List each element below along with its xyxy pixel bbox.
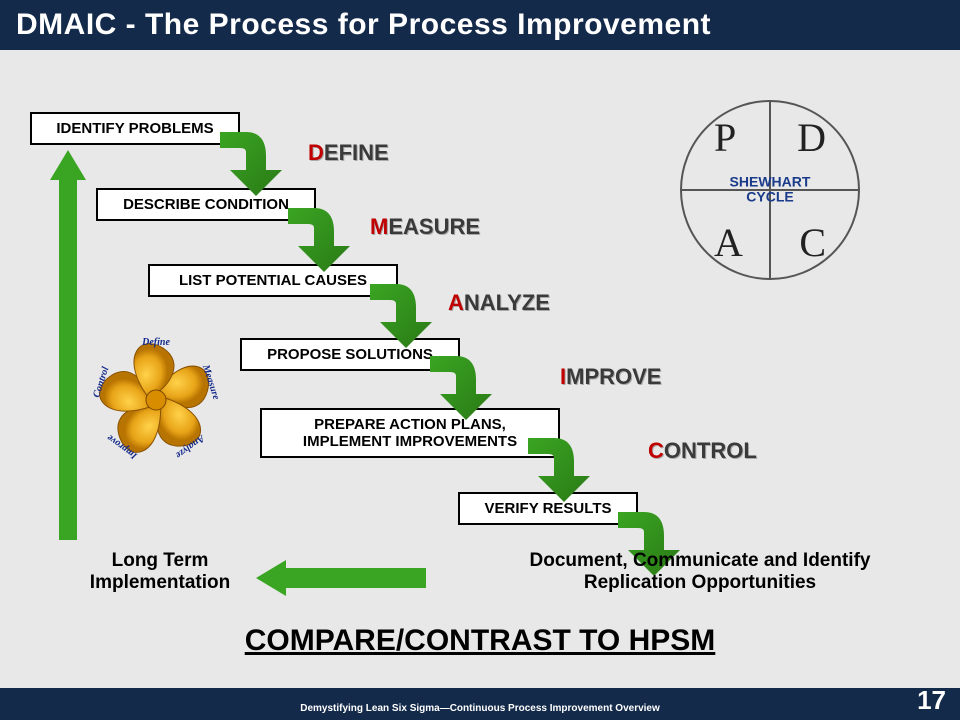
arrow-icon: [422, 346, 502, 426]
phase-improve: IMPROVE: [560, 364, 661, 390]
phase-analyze: ANALYZE: [448, 290, 550, 316]
phase-control: CONTROL: [648, 438, 757, 464]
document-communicate-text: Document, Communicate and Identify Repli…: [520, 550, 880, 594]
arrow-icon: [212, 122, 292, 202]
shewhart-a: A: [714, 219, 743, 266]
phase-define: DEFINE: [308, 140, 389, 166]
shewhart-label: SHEWHARTCYCLE: [730, 175, 811, 206]
shewhart-cycle: P D A C SHEWHARTCYCLE: [680, 100, 860, 280]
step-list-causes: LIST POTENTIAL CAUSES: [148, 264, 398, 297]
footer-text: Demystifying Lean Six Sigma—Continuous P…: [300, 703, 660, 714]
shewhart-c: C: [799, 219, 826, 266]
shewhart-d: D: [797, 114, 826, 161]
slide-title: DMAIC - The Process for Process Improvem…: [0, 0, 960, 50]
phase-measure: MEASURE: [370, 214, 480, 240]
arrow-icon: [520, 428, 600, 508]
propeller-graphic: DefineMeasureAnalyzeImproveControl: [86, 330, 226, 470]
arrow-up-icon: [50, 150, 86, 540]
arrow-icon: [280, 198, 360, 278]
long-term-text: Long Term Implementation: [70, 550, 250, 594]
arrow-left-icon: [256, 560, 426, 596]
step-prepare-action-plans: PREPARE ACTION PLANS, IMPLEMENT IMPROVEM…: [260, 408, 560, 458]
arrow-icon: [362, 274, 442, 354]
svg-text:Define: Define: [141, 337, 170, 348]
page-number: 17: [917, 685, 946, 716]
step-identify-problems: IDENTIFY PROBLEMS: [30, 112, 240, 145]
slide-content: IDENTIFY PROBLEMS DESCRIBE CONDITION LIS…: [0, 50, 960, 690]
shewhart-p: P: [714, 114, 736, 161]
footer-bar: Demystifying Lean Six Sigma—Continuous P…: [0, 688, 960, 720]
compare-heading: COMPARE/CONTRAST TO HPSM: [245, 624, 716, 658]
